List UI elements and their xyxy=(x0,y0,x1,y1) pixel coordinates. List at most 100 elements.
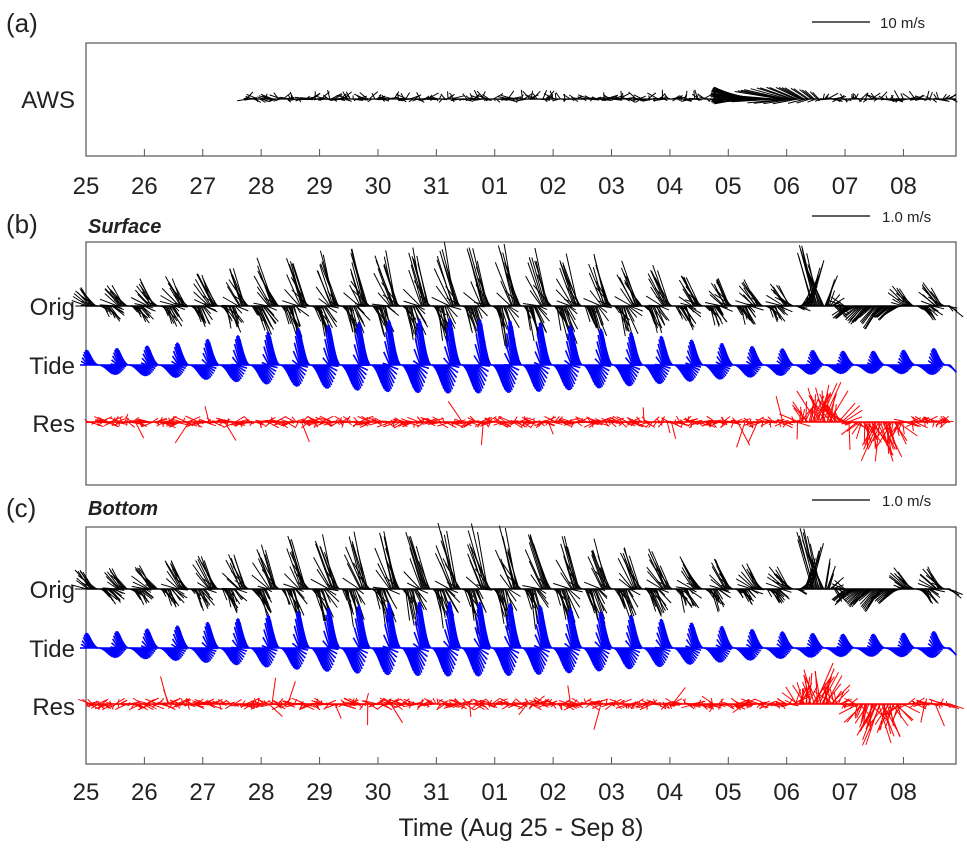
stick-tide xyxy=(839,353,847,366)
panel-a-label: (a) xyxy=(6,8,38,38)
stick-tide xyxy=(774,364,785,376)
stick-tide xyxy=(746,364,758,375)
stick-orig xyxy=(654,287,672,307)
stick-orig xyxy=(827,286,833,307)
stick-tide xyxy=(869,353,878,366)
stick-res xyxy=(182,417,186,423)
stick-tide xyxy=(806,359,814,366)
stick-tide xyxy=(686,350,695,366)
stick-orig xyxy=(229,305,238,328)
stick-tide xyxy=(175,342,184,366)
stick-orig xyxy=(466,248,485,307)
stick-tide xyxy=(410,364,420,394)
stick-orig xyxy=(583,297,602,307)
stick-orig xyxy=(477,305,488,317)
stick-tide xyxy=(384,341,392,366)
stick-tide xyxy=(624,364,636,383)
stick-orig xyxy=(350,268,363,307)
stick-tide xyxy=(893,364,903,375)
stick-tide xyxy=(537,364,549,375)
stick-res xyxy=(394,421,405,429)
stick-tide xyxy=(416,364,429,375)
stick-orig xyxy=(781,298,794,307)
stick-orig xyxy=(713,305,724,325)
aws-stick xyxy=(482,94,490,100)
stick-tide xyxy=(226,364,236,382)
stick-tide xyxy=(594,358,602,366)
aws-stick xyxy=(353,93,366,100)
stick-tide xyxy=(478,318,487,366)
stick-orig xyxy=(202,305,213,321)
stick-orig xyxy=(645,295,663,307)
stick-tide xyxy=(332,350,341,366)
aws-stick xyxy=(781,87,803,100)
stick-tide xyxy=(899,354,907,366)
panel-b-scale-label: 1.0 m/s xyxy=(882,209,931,226)
panel-c-label: (c) xyxy=(6,493,36,523)
stick-orig xyxy=(534,305,548,333)
stick-tide xyxy=(439,364,449,394)
stick-orig xyxy=(315,286,331,307)
stick-tide xyxy=(929,352,938,366)
aws-stick xyxy=(722,94,776,100)
stick-tide xyxy=(412,360,420,366)
stick-tide xyxy=(658,339,666,366)
stick-res xyxy=(118,421,121,427)
stick-tide xyxy=(895,364,906,374)
aws-stick xyxy=(628,91,637,100)
aws-stick xyxy=(759,87,793,100)
stick-orig xyxy=(442,260,459,307)
stick-tide xyxy=(749,346,758,366)
stick-orig xyxy=(475,284,492,307)
stick-orig xyxy=(508,305,519,313)
stick-orig xyxy=(104,288,124,307)
stick-tide xyxy=(467,364,477,393)
stick-tide xyxy=(287,364,297,387)
stick-orig xyxy=(258,305,272,335)
stick-orig xyxy=(743,305,755,325)
stick-orig xyxy=(614,305,621,314)
aws-stick xyxy=(555,92,561,100)
stick-orig xyxy=(775,305,781,319)
stick-tide xyxy=(743,364,753,378)
stick-orig xyxy=(585,305,596,325)
stick-orig xyxy=(626,305,638,318)
stick-tide xyxy=(569,325,577,366)
stick-orig xyxy=(413,280,431,307)
stick-tide xyxy=(110,364,122,374)
stick-tide xyxy=(528,364,538,392)
stick-orig xyxy=(565,285,582,307)
stick-tide xyxy=(294,335,303,366)
stick-tide xyxy=(143,349,151,366)
stick-orig xyxy=(137,293,150,307)
stick-orig xyxy=(597,300,613,307)
stick-tide xyxy=(718,347,726,366)
stick-res xyxy=(497,416,506,423)
stick-tide xyxy=(325,331,333,366)
stick-res xyxy=(168,417,171,423)
stick-orig xyxy=(929,305,936,312)
stick-res xyxy=(315,416,325,423)
stick-tide xyxy=(898,357,906,366)
stick-tide xyxy=(597,364,609,376)
stick-orig xyxy=(286,305,297,336)
stick-tide xyxy=(648,364,658,383)
stick-tide xyxy=(169,364,180,378)
stick-tide xyxy=(447,364,459,374)
stick-orig xyxy=(349,284,361,307)
stick-orig xyxy=(595,287,612,307)
stick-tide xyxy=(592,364,604,388)
stick-tide xyxy=(294,364,306,376)
stick-tide xyxy=(805,364,816,374)
stick-orig xyxy=(167,305,178,327)
stick-tide xyxy=(921,364,931,375)
stick-orig xyxy=(104,293,119,307)
stick-tide xyxy=(772,364,783,377)
aws-stick xyxy=(865,92,869,100)
stick-orig xyxy=(286,274,301,307)
aws-stick xyxy=(890,94,894,100)
stick-tide xyxy=(353,344,362,366)
stick-res xyxy=(225,703,233,710)
stick-orig xyxy=(718,305,724,316)
stick-tide xyxy=(665,357,674,366)
